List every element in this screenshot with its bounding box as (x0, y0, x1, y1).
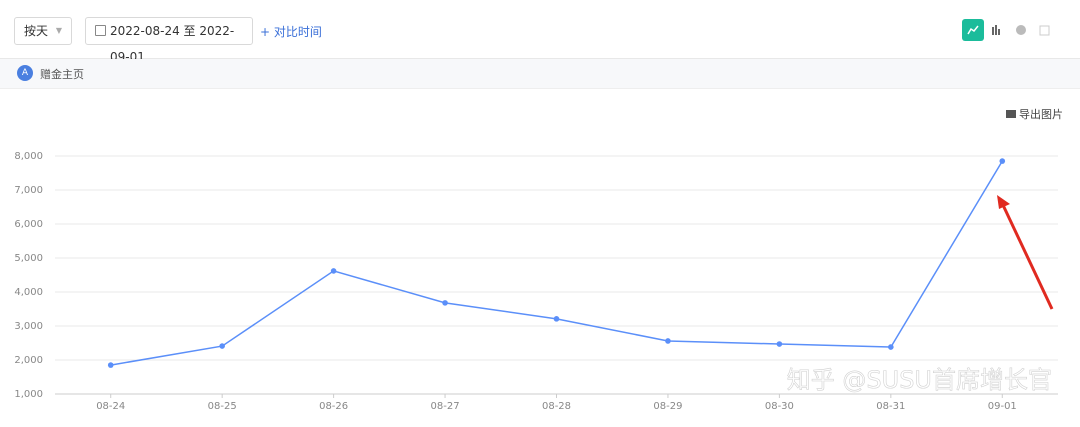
x-tick-label: 08-29 (653, 401, 682, 412)
point (330, 268, 337, 274)
watermark: 知乎 @SUSU首席增长官 (787, 366, 1052, 394)
point (219, 343, 225, 349)
pie-chart-button[interactable] (1016, 25, 1026, 35)
line (110, 160, 1003, 366)
chart: 知乎 @SUSU首席增长官 1,000 2,000 3,000 4,000 5,000 6… (14, 151, 1058, 412)
point (999, 158, 1006, 164)
calendar-icon (95, 25, 106, 36)
y-tick-label: 6,000 (14, 219, 43, 230)
x-tick-label: 08-28 (542, 401, 571, 412)
y-tick-label: 2,000 (14, 355, 43, 366)
area-chart-button[interactable] (1039, 25, 1050, 36)
granularity-select[interactable]: 按天 ▼ (14, 17, 72, 45)
y-tick-label: 4,000 (14, 287, 43, 298)
x-tick-label: 08-25 (208, 401, 237, 412)
point (665, 338, 671, 344)
point (553, 316, 560, 322)
bar-chart-button[interactable] (992, 25, 1000, 35)
compare-button[interactable]: + 对比时间 (260, 25, 322, 39)
compare-label: 对比时间 (273, 25, 322, 39)
date-picker[interactable]: 2022-08-24 至 2022-09-01 (85, 17, 253, 64)
y-tick-label: 7,000 (14, 185, 43, 196)
line-icon (967, 25, 979, 35)
y-tick-label: 5,000 (14, 253, 43, 264)
x-tick-label: 08-31 (876, 401, 905, 412)
y-tick-label: 8,000 (14, 151, 43, 162)
date-range: 2022-08-24 至 2022-09-01 (110, 24, 235, 64)
y-tick-label: 1,000 (14, 389, 43, 400)
segment-bar: A 赠金主页 (0, 59, 1080, 89)
red-arrow (997, 195, 1054, 310)
x-tick-label: 09-01 (988, 401, 1017, 412)
image-icon (1006, 110, 1016, 118)
x-tick-label: 08-27 (431, 401, 460, 412)
export-button[interactable]: 导出图片 (1006, 106, 1063, 122)
export-label: 导出图片 (1019, 108, 1063, 121)
chart-type-switch (962, 19, 1050, 41)
granularity: 按天 (24, 24, 49, 38)
point (888, 344, 894, 350)
point (776, 341, 783, 347)
x-tick-label: 08-30 (765, 401, 794, 412)
x-tick-label: 08-24 (96, 401, 125, 412)
segment-badge: A (17, 65, 33, 81)
x-tick-label: 08-26 (319, 401, 348, 412)
point (107, 362, 114, 368)
segment-name: 赠金主页 (40, 68, 84, 81)
caret: ▼ (55, 26, 62, 35)
toolbar: 按天 ▼ 2022-08-24 至 2022-09-01 + 对比时间 (0, 0, 1080, 64)
point (442, 300, 448, 306)
y-tick-label: 3,000 (14, 321, 43, 332)
